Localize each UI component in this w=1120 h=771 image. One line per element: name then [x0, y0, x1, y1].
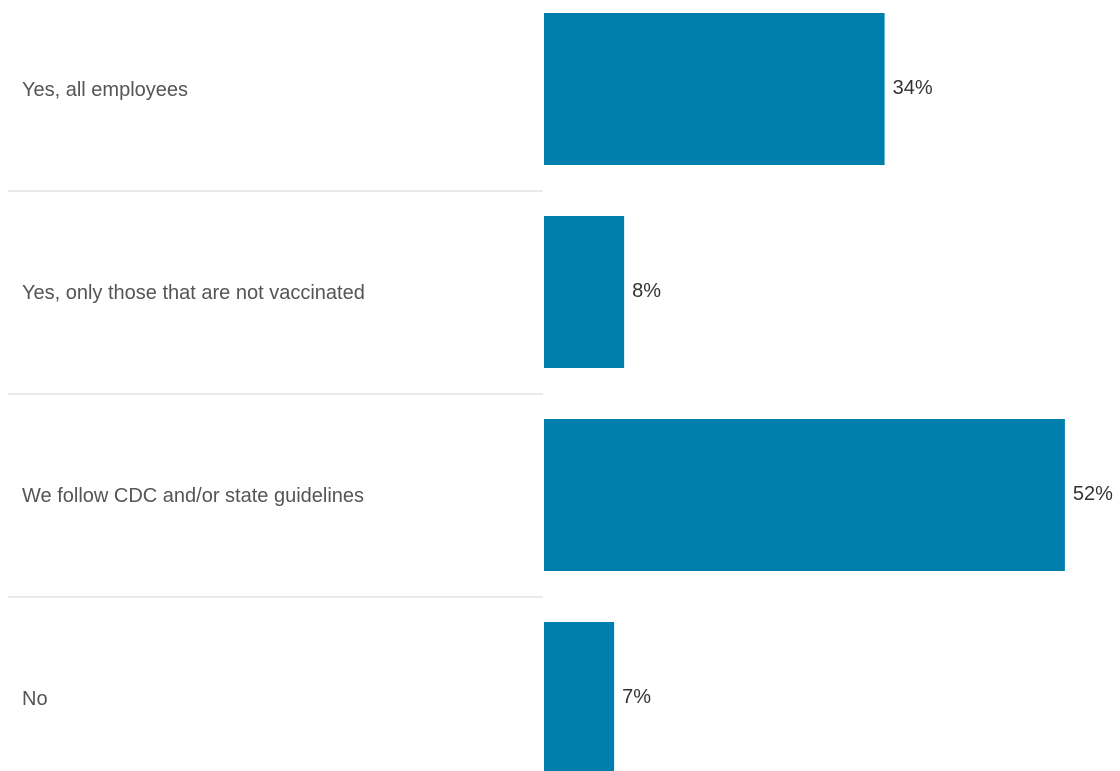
- category-label: No: [22, 688, 48, 710]
- value-label: 52%: [1073, 483, 1113, 505]
- bar: [544, 216, 625, 368]
- value-label: 8%: [632, 280, 661, 302]
- value-label: 7%: [622, 686, 651, 708]
- category-label: Yes, only those that are not vaccinated: [22, 282, 365, 304]
- category-label: Yes, all employees: [22, 79, 188, 101]
- bar: [544, 419, 1065, 571]
- value-label: 34%: [893, 77, 933, 99]
- bar: [544, 13, 885, 165]
- category-label: We follow CDC and/or state guidelines: [22, 485, 364, 507]
- bar: [544, 622, 615, 771]
